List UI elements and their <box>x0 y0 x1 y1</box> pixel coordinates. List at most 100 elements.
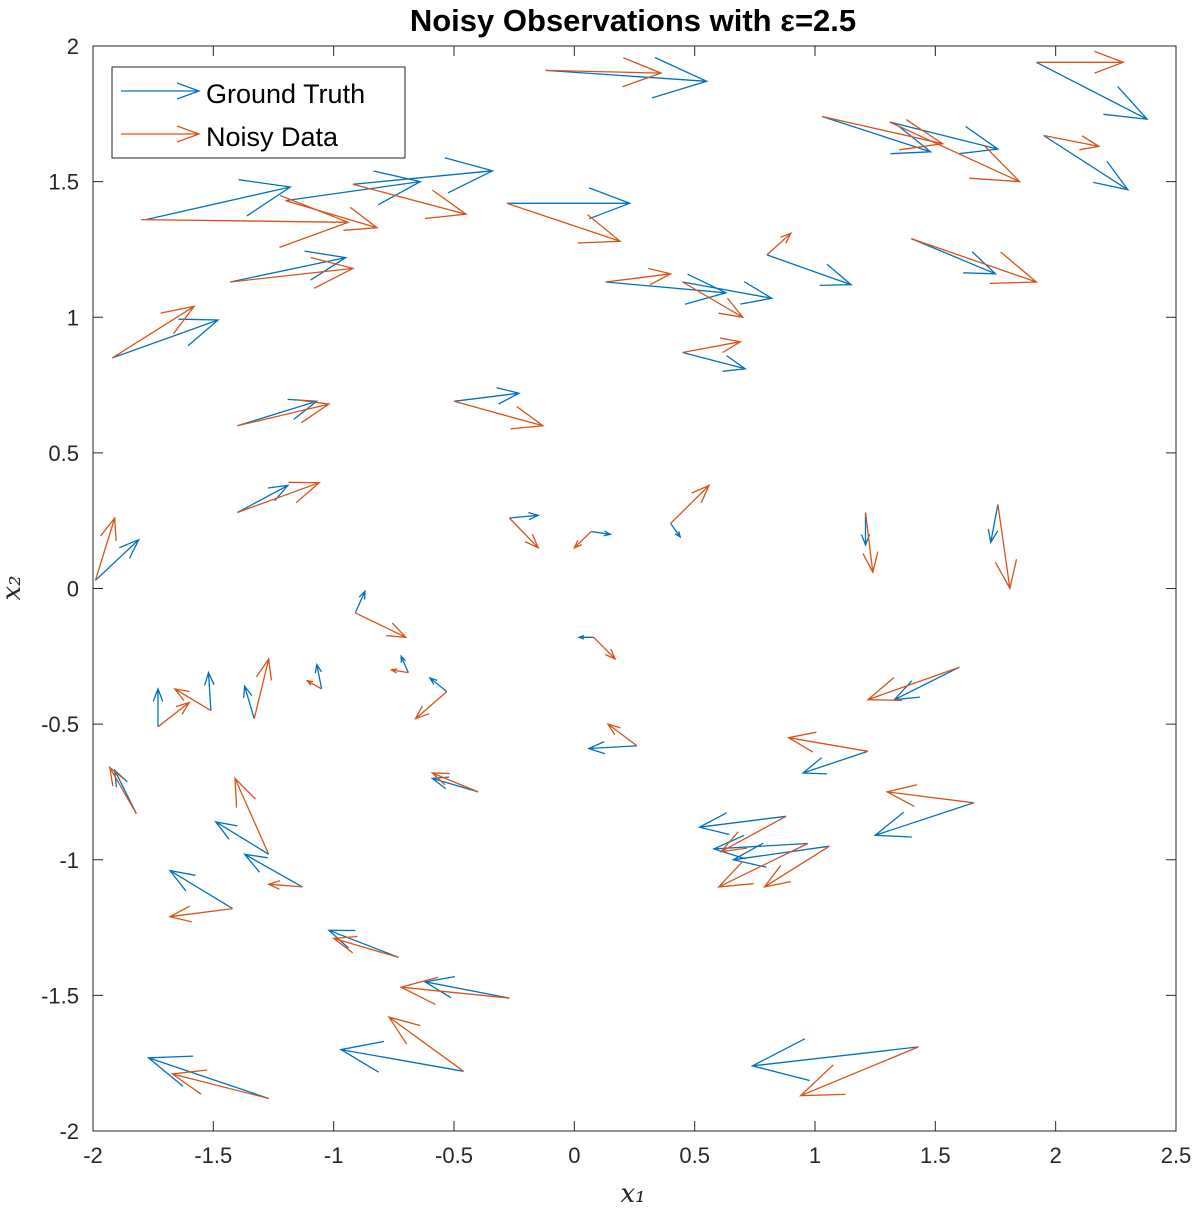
quiver-arrow <box>766 254 853 287</box>
quiver-arrow <box>605 267 673 286</box>
x-tick-label: -2 <box>83 1143 103 1168</box>
x-tick-label: 1.5 <box>920 1143 951 1168</box>
quiver-arrow <box>987 504 999 545</box>
quiver-arrow <box>506 187 632 220</box>
y-tick-label: -1.5 <box>41 983 79 1008</box>
quiver-arrow <box>1043 134 1130 191</box>
quiver-arrow <box>577 634 594 640</box>
quiver-arrow <box>762 845 830 888</box>
x-tick-label: 0 <box>568 1143 580 1168</box>
y-tick-label: 1.5 <box>48 170 79 195</box>
quiver-arrow <box>214 820 270 855</box>
x-axis-label: x₁ <box>620 1179 645 1209</box>
quiver-arrow <box>146 1055 269 1100</box>
quiver-arrow <box>545 56 709 99</box>
y-tick-label: -2 <box>59 1119 79 1144</box>
quiver-arrow <box>112 318 220 359</box>
quiver-arrow <box>141 194 350 249</box>
y-tick-label: 2 <box>67 34 79 59</box>
quiver-arrow <box>414 691 448 720</box>
quiver-arrow <box>400 654 409 673</box>
quiver-arrow <box>1036 50 1125 74</box>
quiver-arrow <box>152 687 164 727</box>
quiver-arrow <box>428 676 448 693</box>
quiver-arrow <box>682 351 747 372</box>
quiver-arrow <box>766 231 793 256</box>
quiver-arrow <box>243 684 255 719</box>
y-tick-label: 1 <box>67 305 79 330</box>
quiver-arrow <box>157 701 191 728</box>
quiver-arrow <box>331 935 399 959</box>
quiver-arrow <box>508 517 540 550</box>
quiver-arrow <box>237 399 331 427</box>
quiver-arrow <box>94 516 117 581</box>
quiver-arrow <box>1036 61 1149 121</box>
quiver-arrow <box>145 179 293 221</box>
quiver-arrow <box>285 170 423 206</box>
quiver-arrow <box>387 1016 464 1072</box>
quiver-arrow <box>305 679 322 690</box>
arrows-layer <box>94 50 1149 1100</box>
quiver-arrow <box>682 281 774 305</box>
quiver-arrow <box>94 538 141 581</box>
quiver-arrow <box>682 337 743 354</box>
x-axis: -2 -1.5 -1 -0.5 0 0.5 1 1.5 2 2.5 <box>83 46 1191 1168</box>
quiver-arrow <box>285 199 379 231</box>
series-noisy-data <box>94 50 1125 1100</box>
quiver-arrow <box>453 400 545 430</box>
legend-label-noisy-data: Noisy Data <box>206 122 339 152</box>
quiver-arrow <box>339 1040 464 1073</box>
quiver-arrow <box>430 772 479 793</box>
quiver-arrow <box>682 281 745 319</box>
quiver-arrow <box>606 722 638 747</box>
quiver-arrow <box>423 975 510 999</box>
quiver-arrow <box>237 481 321 514</box>
quiver-arrow <box>509 511 541 521</box>
quiver-arrow <box>168 869 233 910</box>
quiver-arrow <box>798 1046 919 1097</box>
quiver-arrow <box>314 662 323 690</box>
legend: Ground Truth Noisy Data <box>111 66 406 159</box>
quiver-arrow <box>786 731 869 753</box>
y-tick-label: 0 <box>67 577 79 602</box>
quiver-arrow <box>1043 134 1101 151</box>
quiver-arrow <box>572 531 592 550</box>
x-tick-label: -1.5 <box>194 1143 232 1168</box>
quiver-arrow <box>111 305 196 359</box>
quiver-arrow <box>911 237 1039 285</box>
quiver-arrow <box>266 880 303 890</box>
plot-area-frame <box>92 45 1177 1132</box>
quiver-arrow <box>697 812 787 836</box>
series-ground-truth <box>94 56 1149 1100</box>
quiver-arrow <box>593 636 617 661</box>
quiver-arrow <box>253 657 273 719</box>
x-tick-label: -1 <box>324 1143 344 1168</box>
quiver-arrow <box>892 666 960 701</box>
y-tick-label: -0.5 <box>41 712 79 737</box>
quiver-arrow <box>750 1038 919 1082</box>
x-tick-label: 1 <box>809 1143 821 1168</box>
quiver-arrow <box>230 250 348 283</box>
quiver-arrow <box>731 842 830 868</box>
quiver-arrow <box>586 741 637 755</box>
quiver-arrow <box>605 273 728 305</box>
quiver-arrow <box>237 484 290 514</box>
quiver-arrow <box>352 157 495 194</box>
quiver-arrow <box>873 802 975 838</box>
quiver-arrow <box>591 530 613 537</box>
quiver-arrow <box>243 853 303 888</box>
quiver-arrow <box>399 976 510 1005</box>
quiver-arrow <box>670 523 682 539</box>
chart-title: Noisy Observations with ε=2.5 <box>410 3 856 38</box>
quiver-arrow <box>822 115 945 151</box>
quiver-arrow <box>352 183 468 220</box>
quiver-arrow <box>801 750 869 775</box>
quiver-arrow <box>173 687 212 712</box>
legend-label-ground-truth: Ground Truth <box>206 79 365 109</box>
x-tick-label: 2 <box>1050 1143 1062 1168</box>
quiver-arrow <box>994 504 1018 591</box>
quiver-arrow <box>389 668 409 674</box>
quiver-arrow <box>862 512 879 575</box>
x-tick-label: 0.5 <box>679 1143 710 1168</box>
